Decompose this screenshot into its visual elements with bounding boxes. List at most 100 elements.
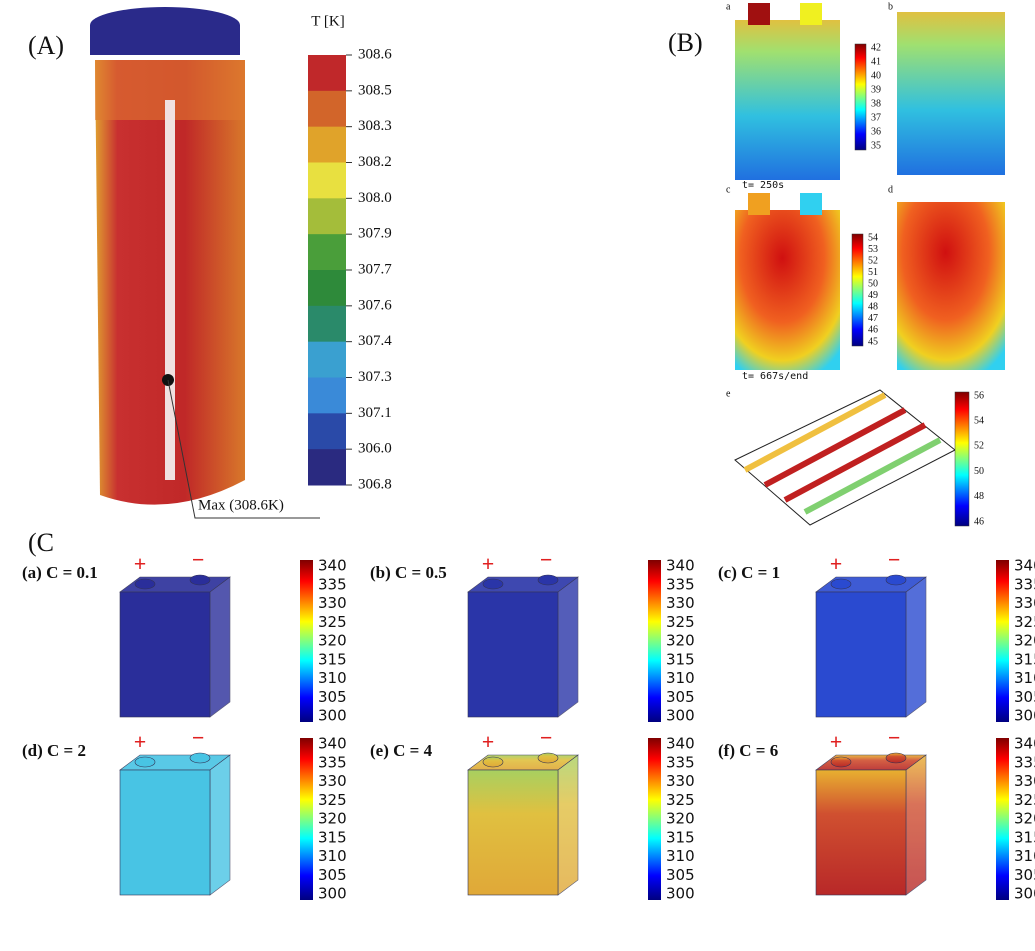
battery-front	[120, 770, 210, 895]
tick-label: 306.0	[358, 441, 392, 457]
tick-label: 38	[871, 98, 881, 109]
tick-label: 48	[974, 491, 984, 502]
tick-label: 335	[666, 575, 695, 593]
tick-label: 310	[318, 669, 347, 687]
tick-label: 305	[1014, 866, 1035, 884]
tab	[800, 193, 822, 215]
battery-front	[120, 592, 210, 717]
tick-label: 315	[666, 650, 695, 668]
tick-label: 315	[318, 828, 347, 846]
colorbar	[648, 738, 661, 900]
battery-panel: (f) C = 6+−340335330325320315310305300	[718, 725, 1035, 902]
battery-panel: (b) C = 0.5+−340335330325320315310305300	[370, 547, 695, 724]
caption: t= 667s/end	[742, 371, 808, 382]
tick-label: 300	[666, 707, 695, 725]
tick-label: 300	[318, 707, 347, 725]
tick-label: 305	[318, 866, 347, 884]
tick-label: 310	[318, 847, 347, 865]
tick-label: 307.3	[358, 369, 392, 385]
tick-label: 315	[666, 828, 695, 846]
cylinder-cap-side	[90, 25, 240, 55]
terminal	[190, 753, 210, 763]
sublabel: c	[726, 184, 731, 195]
terminal	[483, 757, 503, 767]
color-band	[308, 234, 346, 270]
tick-label: 310	[1014, 847, 1035, 865]
battery-side	[906, 755, 926, 895]
plus-sign: +	[482, 729, 495, 754]
tick-label: 46	[974, 516, 984, 527]
tick-label: 335	[1014, 575, 1035, 593]
caption: t= 250s	[742, 180, 784, 191]
plus-sign: +	[830, 551, 843, 576]
tick-label: 308.6	[358, 46, 392, 62]
tick-label: 48	[868, 302, 878, 313]
panel-label: (B)	[668, 28, 703, 57]
color-band	[308, 449, 346, 485]
tick-label: 315	[318, 650, 347, 668]
tick-label: 307.4	[358, 333, 392, 349]
tab	[800, 3, 822, 25]
color-band	[308, 55, 346, 91]
panel-title: (e) C = 4	[370, 741, 433, 760]
terminal	[538, 575, 558, 585]
color-band	[308, 163, 346, 199]
tick-label: 320	[666, 810, 695, 828]
terminal	[483, 579, 503, 589]
minus-sign: −	[192, 725, 205, 750]
tick-label: 300	[1014, 707, 1035, 725]
tick-label: 335	[666, 753, 695, 771]
colorbar	[996, 738, 1009, 900]
tick-label: 54	[974, 415, 984, 426]
tick-label: 305	[1014, 688, 1035, 706]
panel-title: (b) C = 0.5	[370, 563, 447, 582]
tick-label: 46	[868, 325, 878, 336]
ir-image	[897, 202, 1005, 370]
tick-label: 307.6	[358, 297, 392, 313]
color-band	[308, 306, 346, 342]
battery-front	[816, 592, 906, 717]
tick-label: 50	[974, 466, 984, 477]
panel-label: (C	[28, 528, 54, 557]
tick-label: 315	[1014, 828, 1035, 846]
tick-label: 50	[868, 279, 878, 290]
sublabel: a	[726, 1, 731, 12]
panel-title: (c) C = 1	[718, 563, 780, 582]
color-band	[308, 127, 346, 163]
tick-label: 310	[666, 669, 695, 687]
color-band	[308, 342, 346, 378]
tick-label: 330	[318, 594, 347, 612]
tick-label: 305	[666, 688, 695, 706]
minus-sign: −	[888, 547, 901, 572]
tick-label: 315	[1014, 650, 1035, 668]
tick-label: 335	[318, 575, 347, 593]
tick-label: 320	[318, 632, 347, 650]
sublabel: b	[888, 1, 893, 12]
tick-label: 51	[868, 267, 878, 278]
tick-label: 39	[871, 84, 881, 95]
minus-sign: −	[540, 725, 553, 750]
tick-label: 340	[318, 557, 347, 575]
terminal	[831, 579, 851, 589]
plus-sign: +	[134, 729, 147, 754]
tick-label: 307.7	[358, 261, 392, 277]
terminal	[886, 753, 906, 763]
minus-sign: −	[192, 547, 205, 572]
tab	[748, 3, 770, 25]
tick-label: 325	[318, 613, 347, 631]
tick-label: 35	[871, 140, 881, 151]
colorbar: 308.6308.5308.3308.2308.0307.9307.7307.6…	[308, 46, 392, 492]
tick-label: 307.9	[358, 226, 392, 242]
battery-side	[210, 577, 230, 717]
battery-side	[210, 755, 230, 895]
tick-label: 310	[1014, 669, 1035, 687]
tick-label: 47	[868, 313, 878, 324]
tick-label: 42	[871, 42, 881, 53]
tick-label: 305	[318, 688, 347, 706]
tick-label: 52	[974, 441, 984, 452]
plus-sign: +	[830, 729, 843, 754]
annotation: Max (308.6K)	[198, 497, 284, 513]
tick-label: 325	[666, 791, 695, 809]
tick-label: 340	[1014, 735, 1035, 753]
